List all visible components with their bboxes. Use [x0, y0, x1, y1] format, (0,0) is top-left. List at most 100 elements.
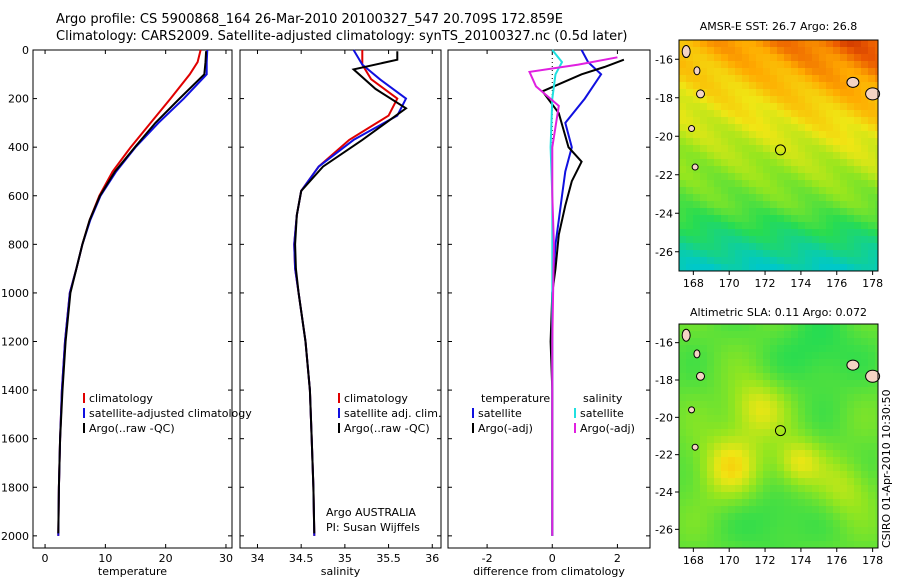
sst-map-cell [812, 201, 819, 208]
sla-map-cell [714, 345, 721, 352]
sst-map-cell [721, 124, 728, 131]
sst-map-cell [784, 103, 791, 110]
sst-map-cell [868, 124, 875, 131]
sst-map-cell [728, 110, 735, 117]
sla-map-cell [721, 345, 728, 352]
sla-map-cell [861, 478, 868, 485]
sst-map-cell [854, 138, 861, 145]
sla-map-cell [868, 534, 875, 541]
sst-map-cell [707, 250, 714, 257]
sst-map-cell [777, 187, 784, 194]
sst-map-cell [679, 96, 686, 103]
sst-map-cell [714, 103, 721, 110]
sst-map-cell [847, 47, 854, 54]
sst-map-cell [770, 68, 777, 75]
sst-map-cell [770, 75, 777, 82]
sst-map-cell [700, 82, 707, 89]
sst-map-cell [679, 61, 686, 68]
sst-map-cell [833, 54, 840, 61]
sla-map-cell [707, 352, 714, 359]
sla-map-cell [847, 401, 854, 408]
sla-map-cell [679, 345, 686, 352]
sst-map-cell [798, 54, 805, 61]
sla-map-cell [868, 464, 875, 471]
sla-map-cell [812, 422, 819, 429]
sst-map-cell [840, 138, 847, 145]
sla-map-cell [728, 464, 735, 471]
sla-map-cell [868, 331, 875, 338]
sst-map-cell [784, 180, 791, 187]
sst-map-cell [749, 103, 756, 110]
sst-map-cell [742, 159, 749, 166]
sla-map-frame [678, 323, 879, 549]
sst-map-cell [826, 236, 833, 243]
sst-map-cell [721, 264, 728, 271]
sst-map-cell [791, 159, 798, 166]
sla-map-cell [812, 366, 819, 373]
sst-map-cell [735, 124, 742, 131]
sla-map-cell [875, 499, 878, 506]
sla-map-cell [749, 345, 756, 352]
sst-map-cell [679, 180, 686, 187]
sst-map-cell [679, 257, 686, 264]
sla-map-cell [742, 338, 749, 345]
sst-map-cell [763, 229, 770, 236]
sla-map-cell [735, 513, 742, 520]
sst-map-cell [875, 40, 878, 47]
sst-map-cell [812, 54, 819, 61]
salinity-xtick-label: 36 [425, 552, 439, 565]
sla-map-cell [826, 338, 833, 345]
sla-map-cell [875, 478, 878, 485]
sla-map-cell [749, 499, 756, 506]
sst-map-cell [861, 117, 868, 124]
sst-map-cell [721, 208, 728, 215]
sla-map-cell [728, 380, 735, 387]
sst-map-cell [728, 194, 735, 201]
sst-map-cell [826, 180, 833, 187]
sst-map-cell [707, 222, 714, 229]
sla-map-cell [721, 394, 728, 401]
sst-map-cell [826, 250, 833, 257]
sst-map-cell [770, 194, 777, 201]
sla-map-cell [742, 352, 749, 359]
sla-map-cell [707, 366, 714, 373]
sst-map-cell [791, 68, 798, 75]
sst-map-cell [868, 264, 875, 271]
sst-map-cell [679, 236, 686, 243]
sla-map-cell [721, 387, 728, 394]
sst-map-cell [826, 173, 833, 180]
sst-map-cell [833, 124, 840, 131]
sst-map-cell [728, 236, 735, 243]
sla-map-cell [798, 541, 805, 548]
temperature-xtick-label: 20 [159, 552, 173, 565]
sla-map-cell [777, 373, 784, 380]
sst-map-cell [770, 187, 777, 194]
sst-map-cell [791, 243, 798, 250]
sst-map-cell [784, 145, 791, 152]
sla-map-cell [749, 513, 756, 520]
sla-map-cell [721, 366, 728, 373]
sla-map-cell [742, 422, 749, 429]
sla-map-cell [742, 436, 749, 443]
sst-map-cell [819, 61, 826, 68]
sst-map-cell [861, 215, 868, 222]
sla-map-cell [826, 492, 833, 499]
sst-map-cell [840, 257, 847, 264]
sla-map-cell [749, 380, 756, 387]
sst-map-cell [861, 159, 868, 166]
sst-map-cell [875, 236, 878, 243]
sla-map-cell [777, 499, 784, 506]
sst-map-cell [847, 250, 854, 257]
sst-map-cell [749, 208, 756, 215]
sst-map-cell [868, 257, 875, 264]
sla-map-cell [756, 366, 763, 373]
sst-map-cell [749, 250, 756, 257]
sst-map-cell [763, 166, 770, 173]
sst-map-cell [742, 40, 749, 47]
sst-map-cell [749, 117, 756, 124]
sla-map-cell [749, 359, 756, 366]
sst-map-cell [798, 110, 805, 117]
sst-map-cell [875, 166, 878, 173]
sla-map-cell [791, 541, 798, 548]
sst-map-cell [805, 47, 812, 54]
